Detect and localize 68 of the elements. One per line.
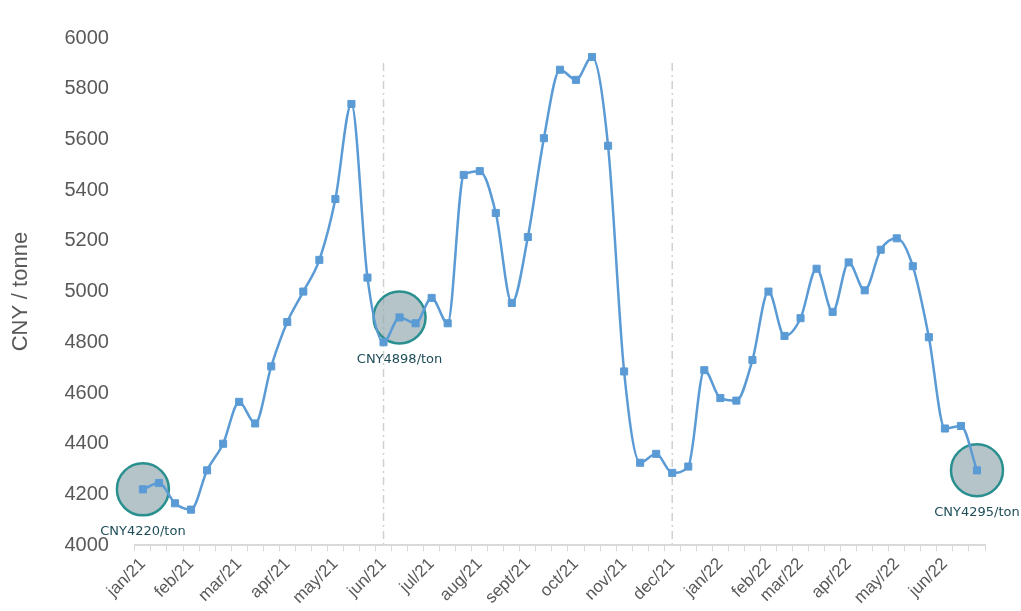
- y-tick-label: 4200: [64, 481, 109, 504]
- point: [860, 286, 869, 295]
- annotation: CNY4898/ton: [356, 351, 443, 367]
- point: [154, 478, 163, 488]
- point: [700, 366, 709, 375]
- point: [636, 458, 645, 467]
- point: [652, 449, 661, 458]
- point: [170, 499, 180, 508]
- point: [138, 485, 147, 494]
- point: [924, 333, 933, 342]
- point: [796, 314, 805, 323]
- point: [427, 293, 436, 302]
- y-axis-title: CNY / tonne: [7, 231, 33, 352]
- point: [828, 307, 837, 316]
- point: [379, 338, 388, 347]
- point: [115, 462, 171, 517]
- point: [780, 331, 789, 340]
- point: [956, 421, 965, 430]
- point: [684, 462, 693, 471]
- point: [363, 273, 372, 282]
- y-tick-label: 5400: [64, 177, 109, 200]
- annotation: CNY4295/ton: [934, 504, 1020, 520]
- point: [187, 505, 196, 514]
- point: [587, 52, 597, 62]
- point: [571, 75, 581, 84]
- point: [748, 356, 757, 365]
- y-tick-label: 5200: [64, 228, 109, 251]
- point: [443, 319, 452, 328]
- point: [876, 245, 885, 254]
- point: [315, 255, 324, 264]
- point: [892, 234, 901, 243]
- point: [908, 262, 917, 271]
- y-tick-label: 5000: [64, 279, 109, 302]
- point: [812, 264, 821, 273]
- point: [283, 317, 292, 327]
- point: [507, 298, 516, 308]
- point: [219, 439, 228, 448]
- point: [235, 397, 244, 406]
- point: [668, 468, 677, 477]
- y-tick-label: 4800: [64, 329, 109, 352]
- y-tick-label: 4400: [64, 431, 109, 454]
- point: [539, 134, 548, 143]
- point: [299, 287, 308, 296]
- point: [395, 313, 404, 322]
- y-tick-label: 5600: [64, 126, 109, 149]
- point: [475, 167, 484, 176]
- point: [732, 396, 741, 405]
- point: [844, 258, 853, 267]
- point: [604, 141, 613, 150]
- point: [764, 287, 773, 296]
- point: [716, 394, 725, 403]
- point: [203, 466, 212, 475]
- point: [555, 65, 564, 74]
- point: [251, 419, 260, 428]
- point: [523, 233, 532, 242]
- y-tick-label: 4600: [64, 380, 109, 403]
- point: [267, 362, 276, 371]
- point: [411, 319, 420, 328]
- point: [459, 170, 468, 179]
- point: [491, 208, 500, 217]
- point: [972, 466, 982, 475]
- y-tick-label: 6000: [64, 25, 109, 48]
- point: [331, 194, 340, 204]
- point: [347, 99, 356, 108]
- y-tick-label: 5800: [64, 76, 109, 99]
- point: [940, 424, 949, 433]
- point: [949, 443, 1005, 498]
- point: [620, 367, 629, 376]
